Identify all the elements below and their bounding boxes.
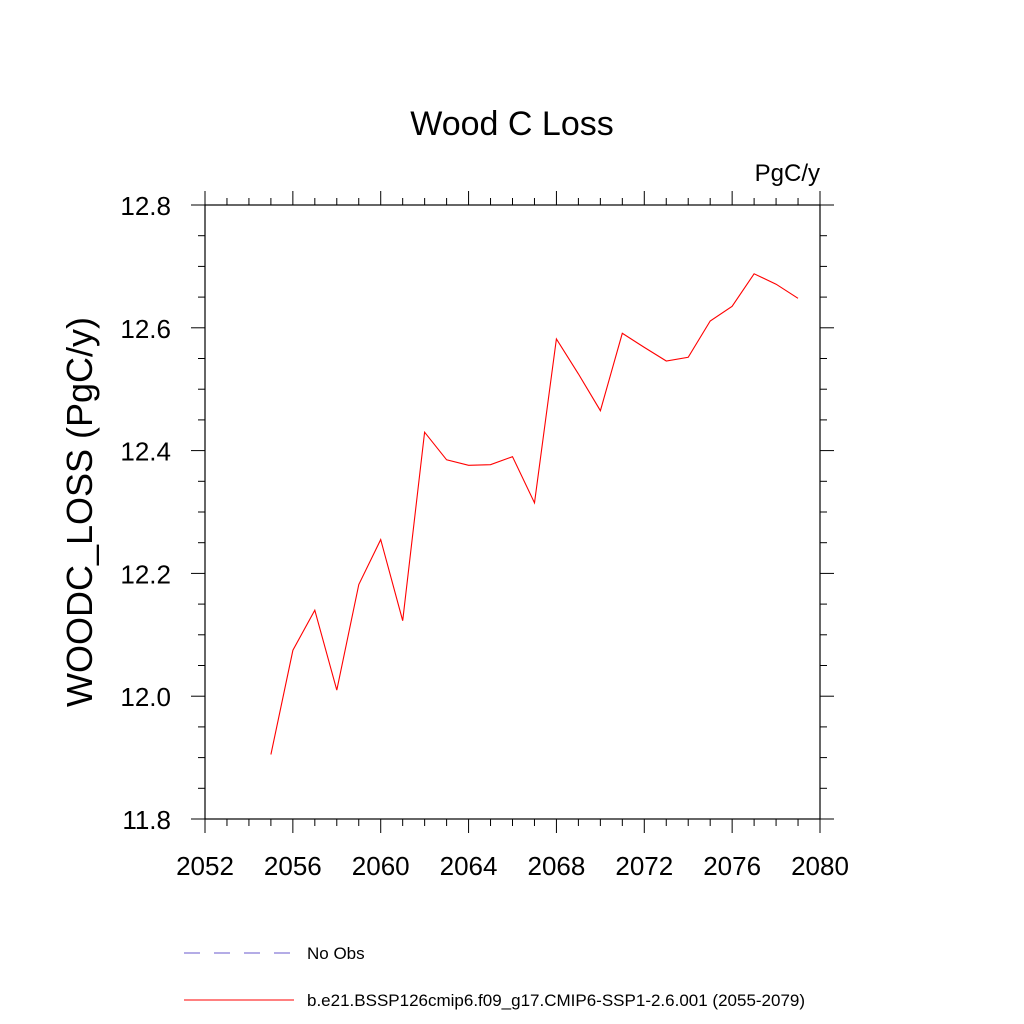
x-tick-label: 2068	[528, 851, 586, 881]
x-tick-label: 2052	[176, 851, 234, 881]
x-tick-label: 2080	[791, 851, 849, 881]
plot-frame	[204, 204, 821, 820]
chart-title: Wood C Loss	[410, 105, 613, 143]
legend-label-1: b.e21.BSSP126cmip6.f09_g17.CMIP6-SSP1-2.…	[307, 991, 805, 1010]
y-tick-label: 12.8	[120, 191, 171, 221]
y-tick-label: 11.8	[122, 805, 171, 835]
y-axis-label: WOODC_LOSS (PgC/y)	[59, 317, 100, 707]
y-tick-label: 12.4	[120, 437, 171, 467]
legend-label-0: No Obs	[307, 944, 365, 963]
y-tick-labels: 11.8 12.0 12.2 12.4 12.6 12.8	[120, 191, 171, 835]
axis-ticks	[191, 191, 834, 833]
units-label: PgC/y	[755, 160, 820, 187]
y-tick-label: 12.0	[120, 682, 171, 712]
series-line-1	[270, 273, 799, 755]
x-tick-label: 2076	[703, 851, 761, 881]
x-tick-label: 2060	[352, 851, 410, 881]
legend: No Obs b.e21.BSSP126cmip6.f09_g17.CMIP6-S…	[184, 944, 805, 1010]
x-tick-labels: 2052 2056 2060 2064 2068 2072 2076 2080	[176, 851, 849, 881]
y-tick-label: 12.6	[120, 314, 171, 344]
series-layer	[270, 273, 799, 755]
x-tick-label: 2056	[264, 851, 322, 881]
x-tick-label: 2072	[615, 851, 673, 881]
y-tick-label: 12.2	[120, 559, 171, 589]
x-tick-label: 2064	[440, 851, 498, 881]
